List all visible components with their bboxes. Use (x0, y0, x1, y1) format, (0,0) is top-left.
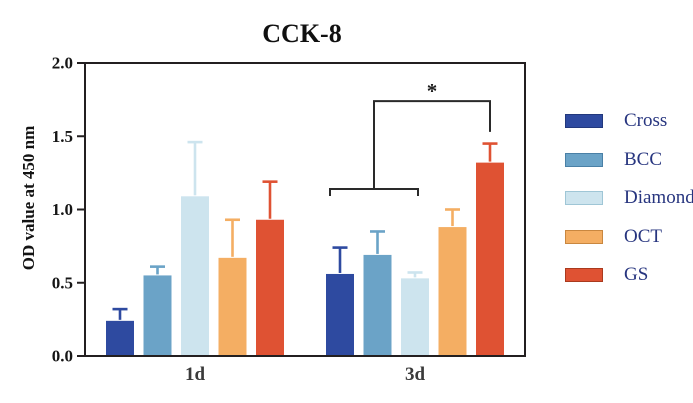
y-tick-label-2.0: 2.0 (52, 54, 73, 73)
bar-oct-3d (438, 227, 467, 356)
bar-cross-1d (106, 320, 134, 356)
legend-item-bcc: BCC (565, 148, 693, 170)
significance-bracket (329, 100, 491, 196)
x-label-1d: 1d (185, 364, 206, 385)
x-label-3d: 3d (405, 364, 426, 385)
y-tick-label-0.0: 0.0 (52, 347, 73, 366)
legend-item-cross: Cross (565, 111, 693, 131)
y-tick-label-1.5: 1.5 (52, 127, 73, 146)
y-tick-label-1.0: 1.0 (52, 200, 73, 219)
legend-swatch-gs (565, 268, 603, 282)
legend-swatch-oct (565, 229, 603, 244)
bar-cross-3d (326, 273, 354, 356)
legend-label-bcc: BCC (624, 148, 663, 170)
bar-gs-1d (256, 219, 284, 356)
legend-label-oct: OCT (624, 225, 662, 247)
legend-item-diamond: Diamond (565, 188, 693, 208)
bar-diamond-3d (401, 278, 429, 356)
bar-bcc-3d (363, 254, 392, 356)
legend-swatch-diamond (565, 191, 603, 205)
legend-swatch-bcc (565, 152, 603, 167)
legend-label-gs: GS (624, 264, 649, 285)
bar-diamond-1d (181, 196, 209, 356)
significance-star: * (427, 79, 438, 103)
legend-label-cross: Cross (624, 110, 668, 131)
legend-label-diamond: Diamond (624, 187, 693, 208)
y-tick-label-0.5: 0.5 (52, 273, 73, 292)
legend-item-oct: OCT (565, 225, 693, 247)
bar-oct-1d (218, 257, 247, 356)
bar-bcc-1d (143, 275, 172, 356)
plot-area: 0.0 0.5 1.0 1.5 2.0 1d 3d * (52, 54, 526, 385)
y-axis-label: OD value at 450 nm (19, 126, 38, 271)
legend-swatch-cross (565, 114, 603, 128)
legend: Cross BCC Diamond OCT GS (565, 111, 693, 285)
bar-gs-3d (476, 162, 504, 356)
chart-title: CCK-8 (262, 19, 341, 48)
legend-item-gs: GS (565, 265, 693, 285)
